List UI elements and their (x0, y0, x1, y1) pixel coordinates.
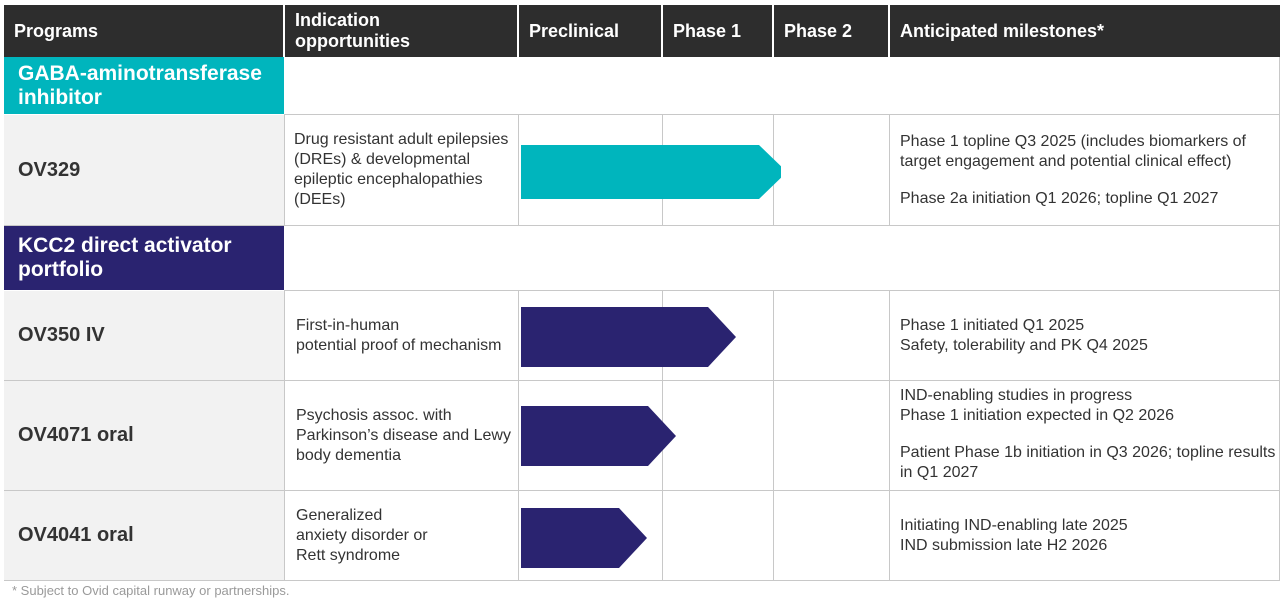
header-milestones: Anticipated milestones* (890, 5, 1280, 57)
header-indication: Indication opportunities (285, 5, 517, 57)
phase2-cell (774, 491, 890, 581)
milestone-line: Safety, tolerability and PK Q4 2025 (900, 337, 1148, 354)
program-milestones: Phase 1 topline Q3 2025 (includes biomar… (890, 115, 1280, 226)
header-programs: Programs (4, 5, 283, 57)
group-gaba-row (284, 57, 1280, 115)
program-name: OV4041 oral (4, 491, 285, 581)
group-kcc2-label: KCC2 direct activator portfolio (4, 226, 284, 290)
indication-line: (DREs) & developmental (294, 151, 471, 168)
phase2-cell (774, 291, 890, 381)
program-name: OV350 IV (4, 291, 285, 381)
indication-line: body dementia (296, 447, 401, 464)
milestone-line: Phase 1 initiation expected in Q2 2026 (900, 407, 1174, 424)
phase1-cell (663, 291, 774, 381)
milestone-line: Phase 1 initiated Q1 2025 (900, 317, 1085, 334)
program-milestones: Initiating IND-enabling late 2025 IND sub… (890, 491, 1280, 581)
group-gaba-label: GABA-aminotransferase inhibitor (4, 57, 284, 114)
indication-line: potential proof of mechanism (296, 337, 502, 354)
indication-line: First-in-human (296, 317, 400, 334)
phase2-cell (774, 381, 890, 491)
header-phase1: Phase 1 (663, 5, 772, 57)
header-phase2: Phase 2 (774, 5, 888, 57)
indication-line: Generalized (296, 507, 383, 524)
stage-progress-bar (521, 307, 736, 367)
indication-line: Rett syndrome (296, 547, 401, 564)
phase2-cell (774, 115, 890, 226)
stage-progress-arrow (521, 307, 736, 367)
program-indication: First-in-human potential proof of mechani… (285, 291, 519, 381)
preclinical-cell (519, 491, 663, 581)
program-milestones: Phase 1 initiated Q1 2025 Safety, tolerab… (890, 291, 1280, 381)
indication-line: Drug resistant adult epilepsies (294, 131, 509, 148)
milestone-line: Patient Phase 1b initiation in Q3 2026; … (900, 444, 1276, 461)
program-name: OV329 (4, 115, 285, 226)
milestone-gap (900, 172, 1279, 189)
stage-progress-arrow (521, 508, 647, 568)
stage-progress-bar (521, 406, 676, 466)
indication-line: Psychosis assoc. with (296, 407, 452, 424)
milestone-line: in Q1 2027 (900, 464, 979, 481)
group-kcc2-row (284, 226, 1280, 291)
phase1-cell (663, 491, 774, 581)
indication-line: Parkinson’s disease and Lewy (296, 427, 511, 444)
program-milestones: IND-enabling studies in progress Phase 1 … (890, 381, 1280, 491)
milestone-line: IND-enabling studies in progress (900, 387, 1133, 404)
milestone-line: Phase 2a initiation Q1 2026; topline Q1 … (900, 190, 1219, 207)
indication-line: (DEEs) (294, 191, 346, 208)
indication-line: epileptic encephalopathies (294, 171, 483, 188)
program-indication: Generalized anxiety disorder or Rett syndr… (285, 491, 519, 581)
program-indication: Drug resistant adult epilepsies (DREs) & … (285, 115, 519, 226)
milestone-line: Phase 1 topline Q3 2025 (includes biomar… (900, 133, 1246, 150)
indication-line: anxiety disorder or (296, 527, 428, 544)
milestone-line: target engagement and potential clinical… (900, 153, 1232, 170)
milestone-gap (900, 426, 1279, 443)
stage-progress-arrow (521, 406, 676, 466)
header-preclinical: Preclinical (519, 5, 661, 57)
program-indication: Psychosis assoc. with Parkinson’s disease… (285, 381, 519, 491)
milestone-line: Initiating IND-enabling late 2025 (900, 517, 1128, 534)
stage-progress-bar (521, 145, 781, 199)
stage-progress-arrow (521, 145, 781, 199)
footnote: * Subject to Ovid capital runway or part… (12, 583, 290, 598)
phase1-cell (663, 381, 774, 491)
milestone-line: IND submission late H2 2026 (900, 537, 1108, 554)
stage-progress-bar (521, 508, 647, 568)
program-name: OV4071 oral (4, 381, 285, 491)
